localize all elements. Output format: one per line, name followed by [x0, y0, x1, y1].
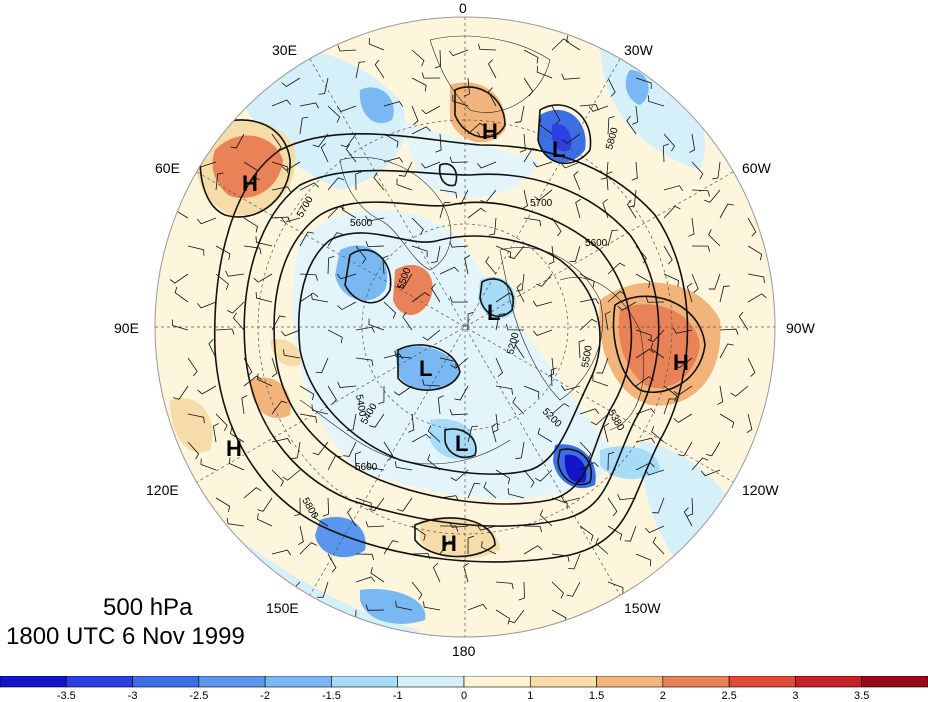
lon-label-90e: 90E [114, 320, 139, 336]
lon-label-60e: 60E [155, 160, 180, 176]
graticule [155, 17, 775, 637]
wind-barbs [169, 35, 767, 628]
contour-label: 5700 [530, 198, 553, 209]
colorbar-tick-label: -2.5 [189, 690, 209, 702]
pressure-center-high: H [226, 436, 242, 461]
colorbar-tick-label: 1.5 [588, 690, 605, 702]
colorbar-tick-label: 2 [659, 690, 666, 702]
lon-label-180: 180 [452, 643, 476, 659]
colorbar-swatch [861, 676, 928, 688]
colorbar-tick-label: -1.5 [321, 690, 341, 702]
colorbar-swatch [596, 676, 664, 688]
colorbar-swatch [662, 676, 730, 688]
lon-label-120e: 120E [146, 482, 179, 498]
colorbar-tick-label: 3 [792, 690, 799, 702]
pressure-center-high: H [242, 171, 258, 196]
pressure-center-high: H [441, 531, 457, 556]
colorbar-tick-label: -3 [127, 690, 138, 702]
map-boundary [154, 16, 776, 638]
colorbar-swatch [331, 676, 399, 688]
colorbar-tick-label: 0 [460, 690, 468, 702]
colorbar-tick-label: -2 [260, 690, 271, 702]
colorbar-swatch [397, 676, 465, 688]
pressure-center-high: H [673, 350, 689, 375]
lon-label-120w: 120W [742, 482, 779, 498]
colorbar-swatch [264, 676, 332, 688]
contour-label: 5500 [580, 344, 595, 368]
colorbar-swatch [728, 676, 796, 688]
colorbar-swatch [463, 676, 531, 688]
colorbar-swatch [198, 676, 266, 688]
pressure-center-low: L [455, 431, 468, 456]
colorbar-tick-label: -1 [392, 690, 403, 702]
pressure-center-low: L [552, 137, 565, 162]
colorbar-swatch [529, 676, 597, 688]
lon-label-150w: 150W [624, 600, 661, 616]
lon-label-30w: 30W [624, 42, 653, 58]
colorbar-tick-label: 1 [527, 690, 534, 702]
colorbar-tick-label: 2.5 [721, 690, 737, 702]
pressure-center-low: L [419, 356, 432, 381]
colorbar-swatch [132, 676, 200, 688]
lon-label-60w: 60W [742, 160, 771, 176]
height-contours [199, 86, 706, 563]
lon-label-0: 0 [459, 0, 467, 16]
contour-label: 5400 [353, 394, 368, 418]
pressure-level-title: 500 hPa [103, 594, 193, 621]
colorbar-swatch [0, 676, 67, 688]
lon-label-150e: 150E [266, 600, 299, 616]
contour-label: 5600 [350, 218, 373, 229]
colorbar [0, 676, 928, 688]
contour-label: 5600 [585, 238, 608, 249]
polar-stereographic-map: H L H H L L H L H L 5700 5800 5600 5600 … [154, 16, 776, 638]
pressure-center-low: L [487, 300, 500, 325]
lon-label-90w: 90W [786, 320, 815, 336]
contour-label: 5600 [355, 462, 378, 473]
colorbar-tick-label: -3.5 [56, 690, 76, 702]
valid-time-title: 1800 UTC 6 Nov 1999 [6, 623, 245, 650]
colorbar-swatch [65, 676, 133, 688]
pressure-center-high: H [482, 119, 498, 144]
colorbar-swatch [795, 676, 863, 688]
lon-label-30e: 30E [272, 42, 297, 58]
colorbar-tick-label: 3.5 [854, 690, 870, 702]
pressure-centers: H L H H L L H L H L [226, 119, 689, 556]
